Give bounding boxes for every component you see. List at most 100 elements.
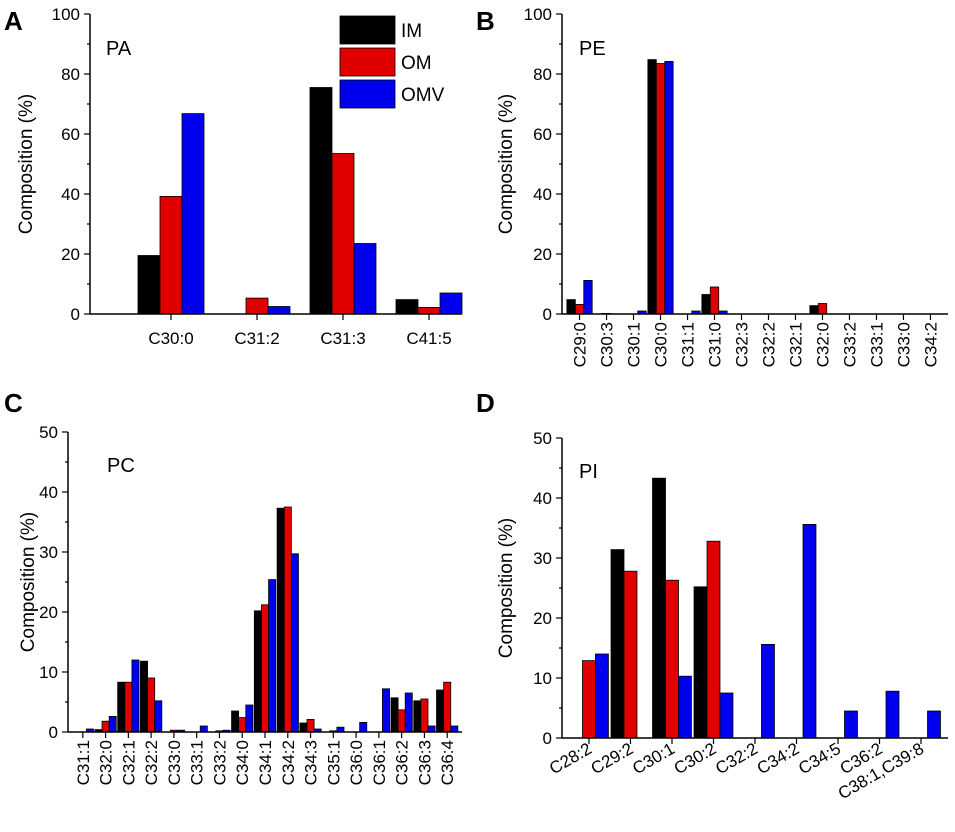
bar-omv-c30-1 [678, 675, 692, 739]
x-tick-label: C29:2 [588, 739, 637, 778]
bar-om-c29-0 [574, 303, 585, 315]
bar-om-c36-2 [397, 709, 406, 733]
y-tick-label: 50 [533, 429, 552, 448]
panel-title: PC [107, 455, 135, 477]
chart-panel-a: A PA 0 20 40 60 80 100 Composition (%) C30:0 C31:2… [4, 5, 463, 348]
bar-im-c36-2 [390, 697, 399, 733]
bar-im-c30-0 [137, 255, 161, 315]
bar-omv-c34-2 [802, 524, 817, 739]
y-tick-label: 20 [61, 245, 80, 264]
bar-omv-c28-2 [595, 653, 609, 739]
bar-omv-c36-2 [885, 690, 900, 739]
y-tick-label: 20 [39, 603, 58, 622]
x-tick-label: C30:1 [625, 322, 644, 367]
panel-letter: D [476, 388, 495, 418]
bar-omv-c31-3 [353, 243, 377, 315]
x-tick-label: C33:2 [840, 322, 859, 367]
bar-omv-c32-0 [108, 716, 117, 733]
x-tick-label: C32:1 [786, 322, 805, 367]
bar-im-c31-3 [309, 87, 333, 315]
y-tick-label: 40 [39, 483, 58, 502]
x-tick-label: C30:2 [671, 739, 720, 778]
bar-om-c30-2 [706, 540, 721, 739]
x-tick-label: C32:2 [142, 740, 161, 785]
bar-im-c34-3 [299, 722, 308, 733]
y-tick-label: 100 [52, 5, 80, 24]
y-tick-label: 80 [533, 65, 552, 84]
legend-swatch-omv [339, 79, 396, 109]
y-axis-label: Composition (%) [16, 94, 37, 234]
bar-om-c41-5 [417, 306, 441, 315]
bar-im-c32-0 [809, 305, 819, 315]
bar-om-c36-4 [443, 681, 452, 733]
y-tick-label: 80 [61, 65, 80, 84]
bar-om-c32-0 [817, 303, 828, 315]
x-tick-label: C36:0 [347, 740, 366, 785]
x-tick-label: C30:3 [598, 322, 617, 367]
x-tick-label: C36:1 [370, 740, 389, 785]
x-tick-label: C31:3 [320, 329, 365, 348]
bar-omv-c41-5 [439, 292, 463, 315]
x-tick-label: C28:2 [546, 739, 595, 778]
bar-om-c30-0 [655, 63, 666, 315]
bar-im-c31-0 [701, 294, 711, 315]
x-tick-label: C33:1 [867, 322, 886, 367]
bar-om-c34-0 [238, 717, 247, 733]
bar-omv-c30-0 [664, 61, 674, 315]
x-tick-label: C34:2 [279, 740, 298, 785]
bar-im-c29-2 [610, 549, 625, 739]
bar-im-c29-0 [566, 299, 576, 315]
x-tick-label: C32:2 [759, 322, 778, 367]
bar-omv-c33-1 [199, 725, 208, 733]
y-tick-label: 10 [39, 663, 58, 682]
y-tick-label: 40 [61, 185, 80, 204]
x-tick-label: C34:2 [754, 739, 803, 778]
bar-om-c34-2 [283, 506, 292, 733]
bar-omv-c34-0 [245, 704, 254, 733]
bar-om-c30-0 [159, 195, 183, 315]
x-tick-label: C32:1 [119, 740, 138, 785]
bar-omv-c38-1-c39-8 [927, 710, 941, 739]
bar-om-c31-3 [331, 153, 355, 315]
x-tick-label: C31:0 [706, 322, 725, 367]
bar-omv-c36-3 [427, 725, 436, 733]
bar-omv-c31-2 [267, 306, 291, 315]
legend: IM OM OMV [339, 15, 445, 109]
bar-im-c30-2 [693, 586, 708, 739]
x-tick-label: C36:4 [438, 740, 457, 785]
x-tick-label: C31:1 [679, 322, 698, 367]
y-tick-label: 60 [61, 125, 80, 144]
x-tick-label: C35:1 [324, 740, 343, 785]
x-tick-label: C32:0 [813, 322, 832, 367]
panel-title: PI [579, 461, 598, 483]
bar-om-c32-2 [147, 677, 156, 733]
y-tick-label: 0 [71, 305, 80, 324]
x-tick-label: C29:0 [571, 322, 590, 367]
bar-im-c36-3 [413, 700, 422, 733]
bar-im-c36-4 [436, 689, 445, 733]
bar-omv-c30-2 [719, 692, 734, 739]
y-tick-label: 40 [533, 489, 552, 508]
y-tick-label: 0 [543, 305, 552, 324]
legend-swatch-im [339, 15, 396, 45]
y-tick-label: 30 [39, 543, 58, 562]
y-tick-label: 30 [533, 549, 552, 568]
bar-omv-c34-5 [844, 710, 858, 739]
panel-title: PE [579, 38, 606, 60]
y-tick-label: 60 [533, 125, 552, 144]
bar-om-c31-2 [245, 297, 269, 315]
y-axis-label: Composition (%) [18, 512, 39, 652]
x-tick-label: C30:1 [629, 739, 678, 778]
bar-om-c29-2 [623, 570, 638, 739]
y-tick-label: 100 [524, 5, 552, 24]
legend-swatch-om [339, 47, 396, 77]
bar-im-c30-1 [652, 477, 666, 739]
x-tick-label: C33:0 [894, 322, 913, 367]
x-tick-label: C34:5 [795, 739, 844, 778]
bar-im-c34-1 [253, 610, 262, 733]
legend-label-om: OM [401, 53, 432, 74]
bar-omv-c32-2 [761, 644, 775, 739]
legend-label-omv: OMV [401, 85, 445, 106]
